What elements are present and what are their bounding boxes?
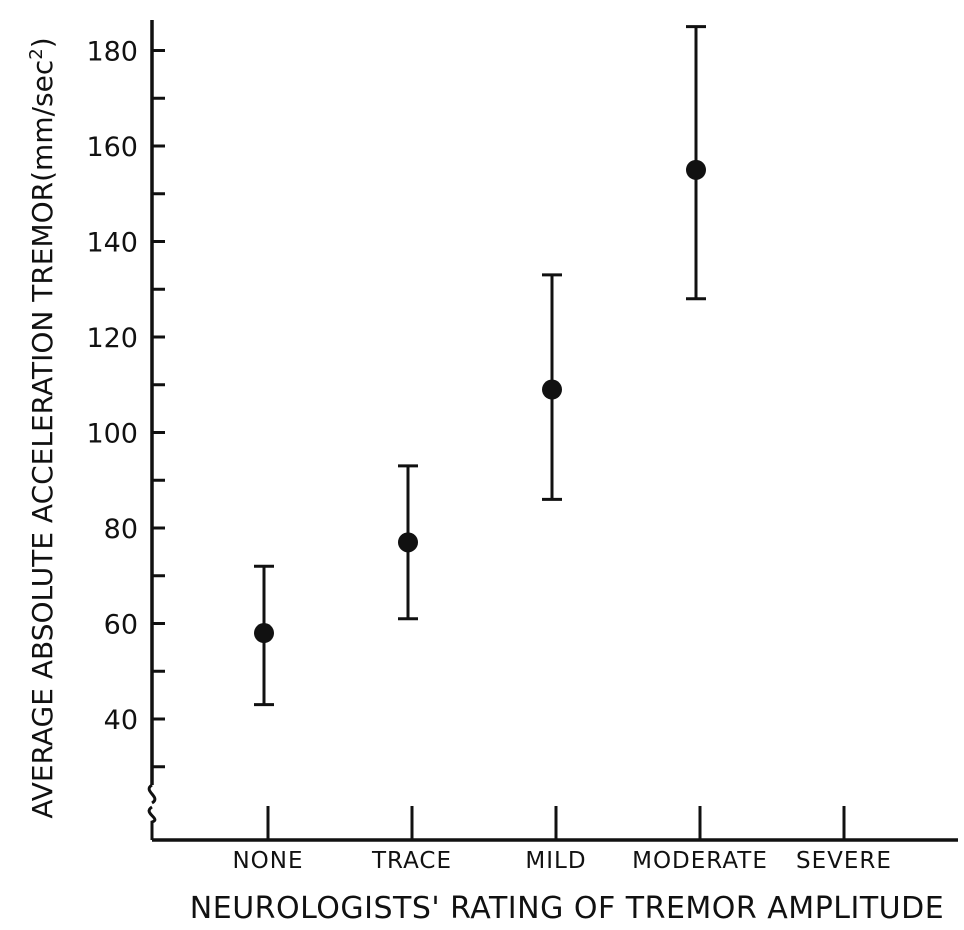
y-tick-label: 140 [86,228,138,259]
data-marks [254,27,706,705]
x-tick-label: NONE [232,848,303,874]
y-tick-label: 60 [104,610,138,641]
y-axis-title-main: AVERAGE ABSOLUTE ACCELERATION TREMOR [26,182,59,819]
x-axis-title: NEUROLOGISTS' RATING OF TREMOR AMPLITUDE [190,891,944,926]
y-tick-label: 100 [86,419,138,450]
y-axis-title: AVERAGE ABSOLUTE ACCELERATION TREMOR(mm/… [26,37,59,818]
y-tick-label: 120 [86,323,138,354]
y-tick-label: 180 [86,37,138,68]
x-tick-label: SEVERE [796,848,892,874]
y-tick-label: 80 [104,514,138,545]
data-point [542,380,562,400]
data-point [398,532,418,552]
y-axis-title-unit-sup: 2 [26,48,47,59]
x-tick-label: TRACE [371,848,452,874]
y-axis-title-unit-close: ) [26,37,59,48]
data-point [686,160,706,180]
data-point [254,623,274,643]
y-tick-label: 40 [104,705,138,736]
axes [149,20,958,840]
y-axis-break-mark [149,785,155,840]
x-tick-label: MODERATE [632,848,768,874]
x-tick-label: MILD [525,848,586,874]
y-axis-title-unit: (mm/sec [26,60,59,182]
y-tick-label: 160 [86,132,138,163]
